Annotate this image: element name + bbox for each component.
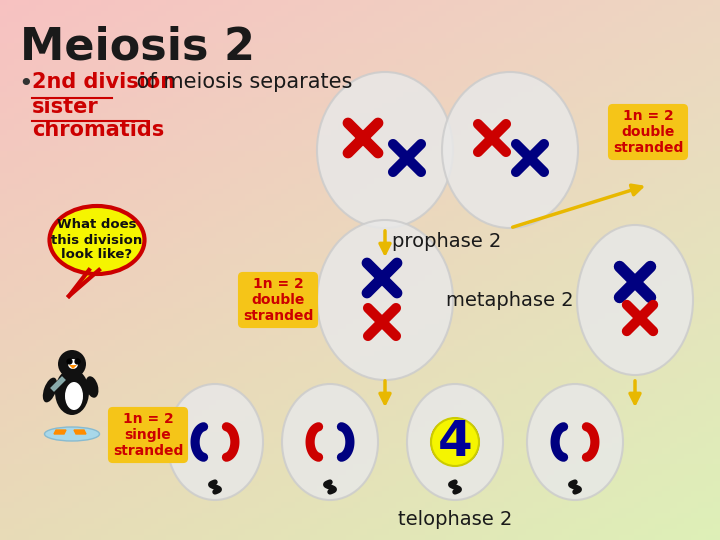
Text: What does
this division
look like?: What does this division look like? (51, 219, 143, 261)
Polygon shape (74, 430, 86, 434)
Ellipse shape (45, 427, 99, 441)
Ellipse shape (407, 384, 503, 500)
Polygon shape (69, 270, 99, 296)
Text: Meiosis 2: Meiosis 2 (20, 25, 255, 68)
Ellipse shape (42, 377, 57, 402)
Text: 2nd division: 2nd division (32, 72, 175, 92)
Text: sister: sister (32, 97, 99, 117)
Text: •: • (18, 72, 32, 96)
Text: telophase 2: telophase 2 (398, 510, 512, 529)
Circle shape (431, 418, 479, 466)
Ellipse shape (282, 384, 378, 500)
Ellipse shape (317, 220, 453, 380)
Text: metaphase 2: metaphase 2 (446, 291, 574, 309)
Circle shape (58, 350, 86, 378)
Text: 1n = 2
double
stranded: 1n = 2 double stranded (243, 277, 313, 323)
Ellipse shape (86, 376, 99, 398)
Ellipse shape (317, 72, 453, 228)
Ellipse shape (442, 72, 578, 228)
Text: 4: 4 (438, 418, 472, 466)
Text: 1n = 2
double
stranded: 1n = 2 double stranded (613, 109, 683, 155)
Text: prophase 2: prophase 2 (392, 232, 502, 251)
Polygon shape (69, 365, 77, 369)
Text: of meiosis separates: of meiosis separates (130, 72, 352, 92)
Ellipse shape (167, 384, 263, 500)
Polygon shape (54, 430, 66, 434)
Ellipse shape (65, 382, 83, 410)
Ellipse shape (50, 206, 145, 274)
Ellipse shape (68, 359, 78, 369)
Ellipse shape (55, 369, 89, 415)
Text: chromatids: chromatids (32, 120, 164, 140)
Text: 1n = 2
single
stranded: 1n = 2 single stranded (113, 412, 183, 458)
Ellipse shape (527, 384, 623, 500)
Ellipse shape (577, 225, 693, 375)
